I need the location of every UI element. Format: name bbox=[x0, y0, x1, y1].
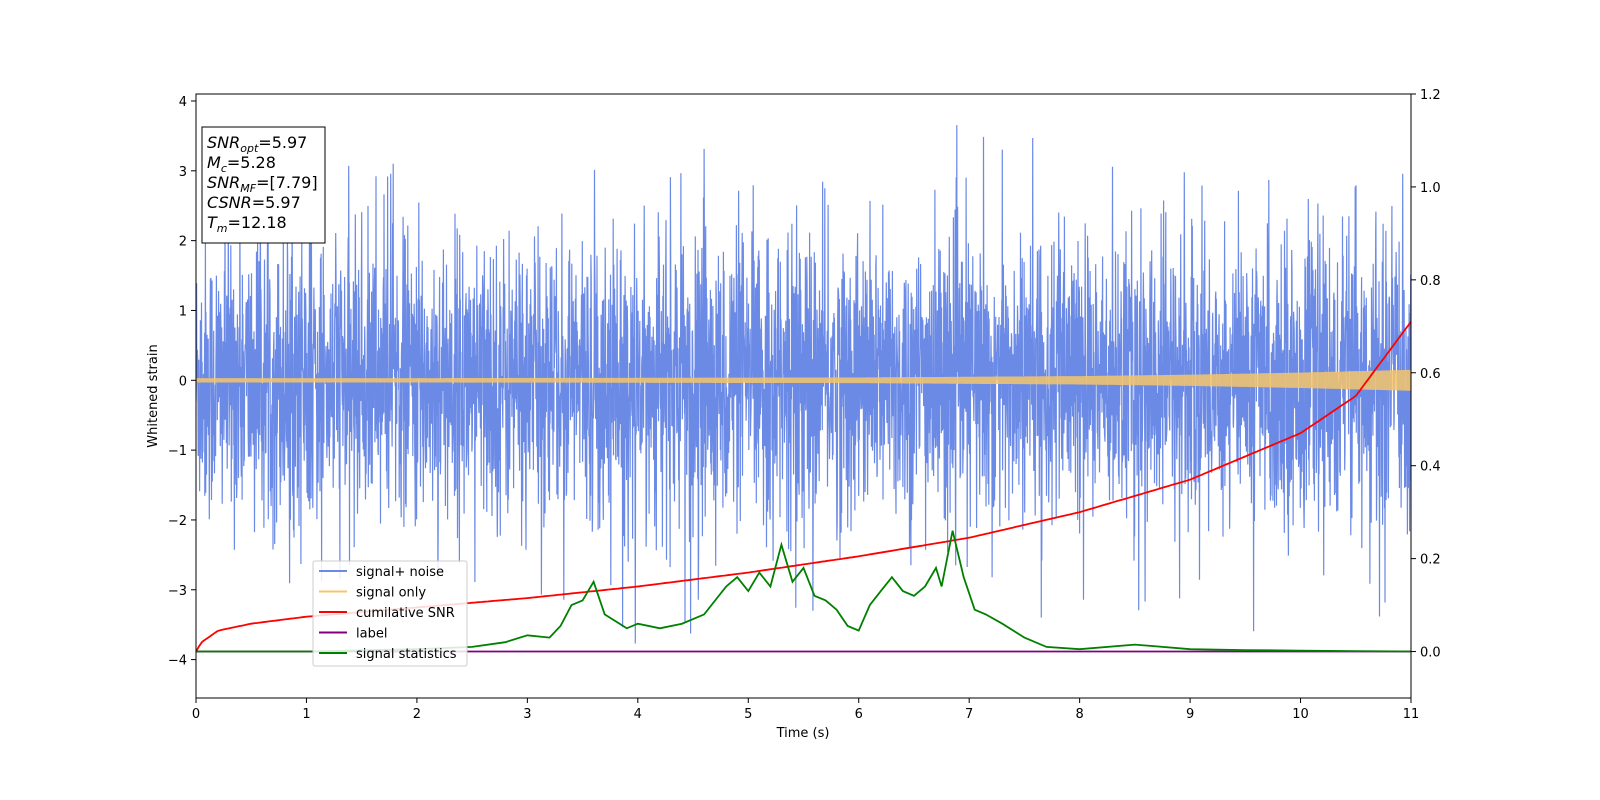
legend-entry: signal statistics bbox=[356, 647, 457, 662]
y2-tick-label: 0.0 bbox=[1420, 646, 1441, 661]
x-tick-label: 10 bbox=[1292, 707, 1309, 722]
y-tick-label: 1 bbox=[179, 304, 187, 319]
x-tick-label: 4 bbox=[634, 707, 642, 722]
x-tick-label: 11 bbox=[1403, 707, 1420, 722]
annotation-box: SNRopt=5.97Mc=5.28SNRMF=[7.79]CSNR=5.97T… bbox=[201, 126, 326, 244]
annotation-line: Mc=5.28 bbox=[207, 153, 276, 175]
y-tick-label: −1 bbox=[168, 444, 187, 459]
annotation-frame bbox=[201, 126, 326, 244]
x-tick-label: 5 bbox=[744, 707, 752, 722]
x-tick-label: 2 bbox=[413, 707, 421, 722]
x-axis-label: Time (s) bbox=[776, 726, 830, 741]
y2-tick-label: 0.8 bbox=[1420, 274, 1441, 289]
series-signal-statistics bbox=[196, 530, 1411, 653]
y-tick-label: −4 bbox=[168, 654, 187, 669]
y-tick-label: 2 bbox=[179, 235, 187, 250]
x-tick-label: 6 bbox=[855, 707, 863, 722]
annotation-line: SNRopt=5.97 bbox=[207, 133, 307, 155]
legend-entry: label bbox=[356, 627, 387, 642]
y2-tick-label: 0.6 bbox=[1420, 367, 1441, 382]
y-axis-label: Whitened strain bbox=[146, 344, 161, 447]
annotation-line: Tm=12.18 bbox=[207, 213, 287, 235]
y-tick-label: −2 bbox=[168, 514, 187, 529]
legend: signal+ noise signal only cumilative SNR la… bbox=[312, 560, 468, 667]
y2-tick-label: 1.2 bbox=[1420, 88, 1441, 103]
y-tick-label: 3 bbox=[179, 165, 187, 180]
x-tick-label: 3 bbox=[523, 707, 531, 722]
y2-tick-label: 0.2 bbox=[1420, 553, 1441, 568]
annotation-line: SNRMF=[7.79] bbox=[207, 173, 318, 195]
legend-frame bbox=[312, 560, 468, 667]
legend-entry: signal+ noise bbox=[356, 565, 444, 580]
y-tick-label: −3 bbox=[168, 584, 187, 599]
annotation-line: CSNR=5.97 bbox=[207, 193, 301, 212]
y-tick-label: 4 bbox=[179, 95, 187, 110]
x-tick-label: 7 bbox=[965, 707, 973, 722]
x-tick-label: 1 bbox=[302, 707, 310, 722]
y2-tick-label: 0.4 bbox=[1420, 460, 1441, 475]
axes-layer: 0 1 2 3 4 5 6 7 8 9 10 11 −4 −3 −2 −1 0 1 2 3 4 0.0 0.2 0.4 0.6 0… bbox=[168, 88, 1441, 722]
y-tick-label: 0 bbox=[179, 374, 187, 389]
x-tick-label: 9 bbox=[1186, 707, 1194, 722]
legend-entry: signal only bbox=[356, 586, 426, 601]
plot-frame bbox=[195, 93, 1412, 699]
x-tick-label: 0 bbox=[192, 707, 200, 722]
x-tick-label: 8 bbox=[1075, 707, 1083, 722]
series-signal-only bbox=[196, 369, 1411, 391]
legend-entry: cumilative SNR bbox=[356, 606, 455, 621]
series-signal-noise bbox=[196, 125, 1411, 644]
y2-tick-label: 1.0 bbox=[1420, 181, 1441, 196]
